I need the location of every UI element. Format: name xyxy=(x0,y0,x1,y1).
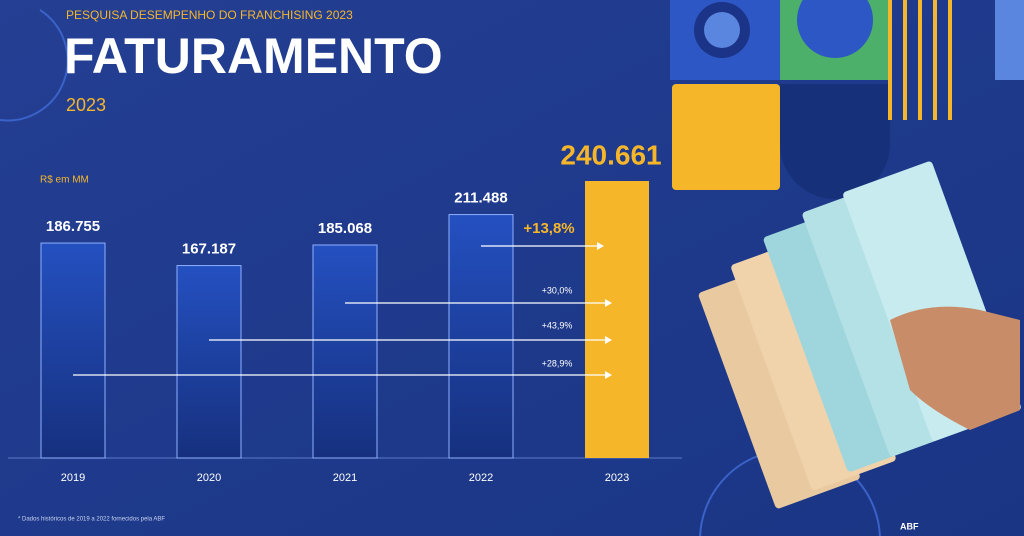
x-tick-label: 2021 xyxy=(333,472,357,484)
subtitle: 2023 xyxy=(66,95,106,115)
value-label: 211.488 xyxy=(454,190,507,207)
growth-label: +13,8% xyxy=(523,220,574,237)
bar xyxy=(448,214,514,459)
value-label: 185.068 xyxy=(318,220,372,237)
x-tick-label: 2019 xyxy=(61,472,85,484)
footnote: * Dados históricos de 2019 a 2022 fornec… xyxy=(18,517,165,523)
value-label: 167.187 xyxy=(182,241,236,258)
arrow-head xyxy=(605,371,612,379)
arrow-head xyxy=(605,336,612,344)
bar xyxy=(312,244,378,459)
money-image xyxy=(698,161,1021,509)
arrow-head xyxy=(605,299,612,307)
arrow-head xyxy=(597,242,604,250)
chart-title: FATURAMENTO xyxy=(64,28,443,84)
unit-label: R$ em MM xyxy=(40,175,89,186)
x-tick-label: 2020 xyxy=(197,472,221,484)
growth-label: +28,9% xyxy=(542,358,573,368)
bar xyxy=(176,265,242,459)
growth-label: +43,9% xyxy=(542,320,573,330)
logo: ABF xyxy=(900,521,919,531)
x-tick-label: 2023 xyxy=(605,472,629,484)
growth-label: +30,0% xyxy=(542,285,573,295)
bar xyxy=(585,181,649,458)
kicker: PESQUISA DESEMPENHO DO FRANCHISING 2023 xyxy=(66,8,353,22)
bar xyxy=(40,242,106,459)
value-label: 186.755 xyxy=(46,218,100,235)
x-tick-label: 2022 xyxy=(469,472,493,484)
bar-chart: 186.755 2019 167.187 2020 185.068 2021 211.488… xyxy=(40,139,662,484)
highlight-value-label: 240.661 xyxy=(560,139,661,170)
